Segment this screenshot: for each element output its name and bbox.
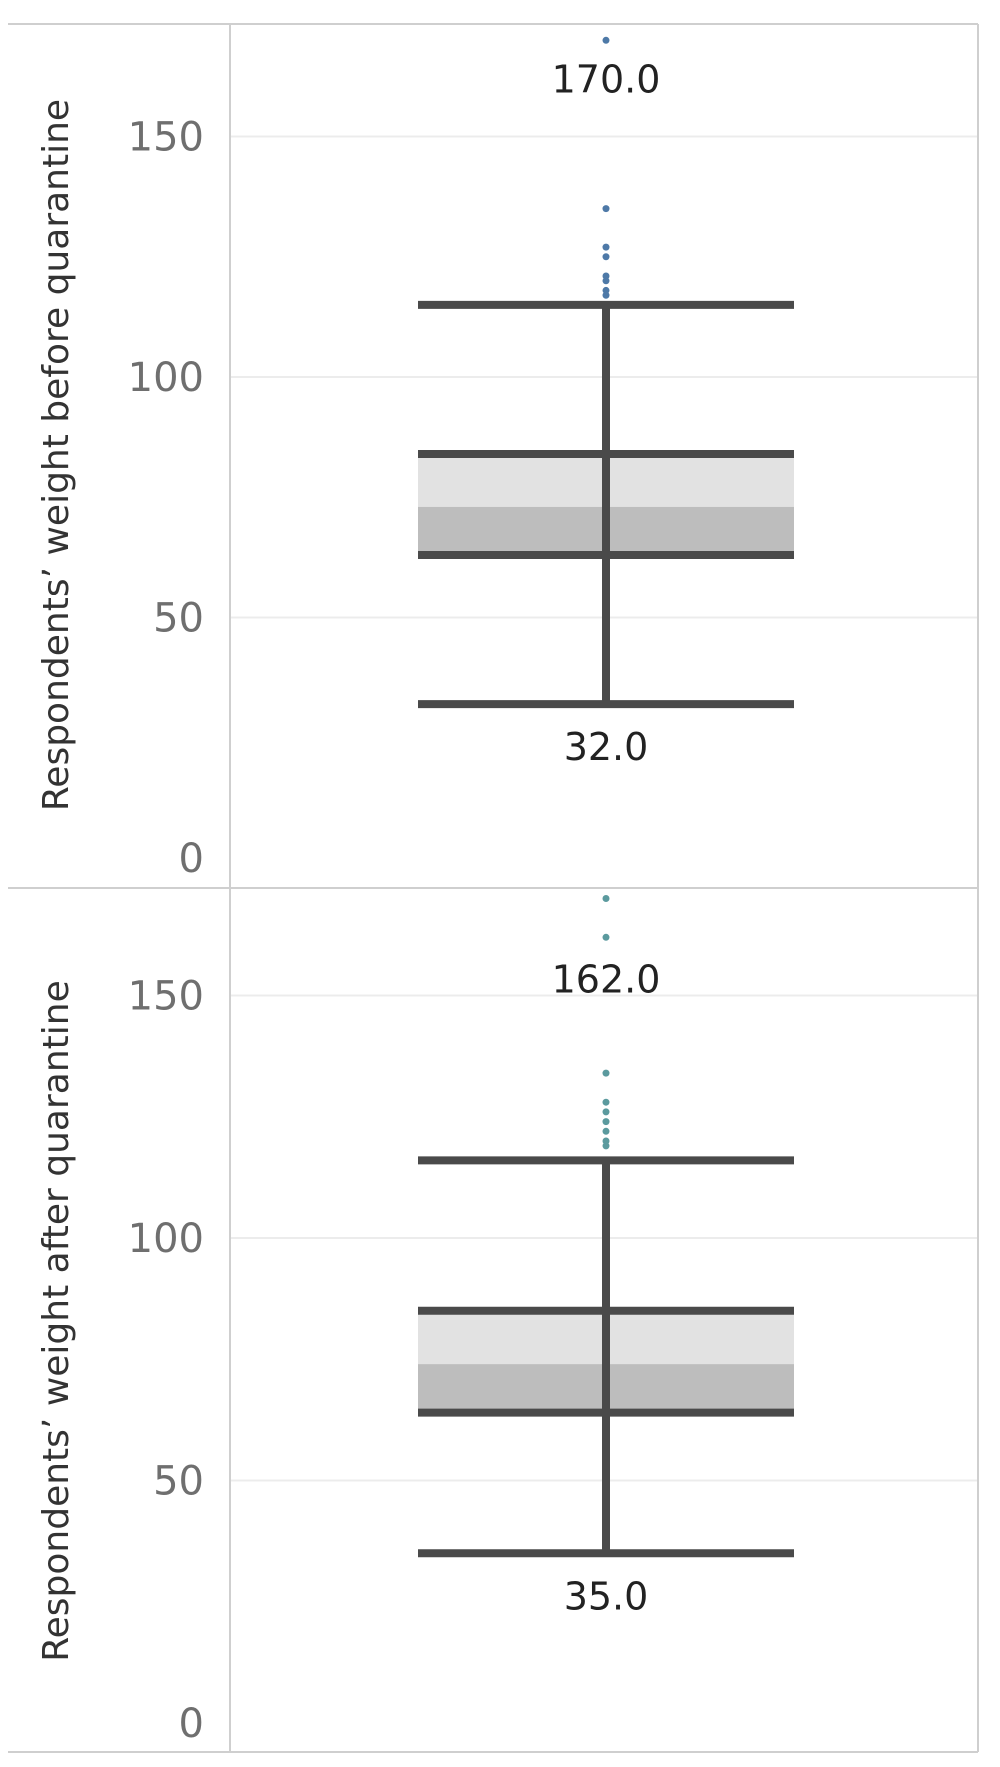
outlier-point xyxy=(602,1142,610,1150)
outlier-point xyxy=(602,1137,610,1145)
panel-frame xyxy=(8,23,979,1753)
outlier-point xyxy=(602,286,610,294)
panel-before-quarantine: 0 50 100 150 Respondents’ weight before qua… xyxy=(36,36,978,883)
max-value-label: 170.0 xyxy=(552,57,661,101)
min-value-label: 32.0 xyxy=(564,725,649,769)
outlier-point xyxy=(602,933,610,941)
y-axis-title: Respondents’ weight after quarantine xyxy=(36,980,77,1662)
y-tick-label: 150 xyxy=(128,974,204,1020)
outlier-point xyxy=(602,1069,610,1077)
box-plot xyxy=(418,300,794,709)
y-tick-label: 0 xyxy=(179,836,204,882)
outlier-point xyxy=(602,253,610,261)
y-tick-label: 150 xyxy=(128,115,204,161)
y-tick-labels: 0 50 100 150 xyxy=(128,115,204,883)
panel-after-quarantine: 0 50 100 150 Respondents’ weight after quar… xyxy=(36,895,978,1747)
min-value-label: 35.0 xyxy=(564,1574,649,1618)
outlier-point xyxy=(602,1127,610,1135)
y-tick-label: 100 xyxy=(128,1216,204,1262)
y-axis-title: Respondents’ weight before quarantine xyxy=(36,99,77,811)
box-plot xyxy=(418,1156,794,1558)
y-tick-label: 100 xyxy=(128,355,204,401)
outlier-point xyxy=(602,1118,610,1126)
outlier-point xyxy=(602,895,610,902)
outlier-point xyxy=(602,36,610,44)
outlier-point xyxy=(602,272,610,280)
outlier-point xyxy=(602,277,610,285)
y-tick-label: 50 xyxy=(153,596,204,642)
outlier-point xyxy=(602,205,610,213)
outlier-point xyxy=(602,1108,610,1116)
y-tick-labels: 0 50 100 150 xyxy=(128,974,204,1748)
y-tick-label: 50 xyxy=(153,1459,204,1505)
outlier-points xyxy=(602,36,610,299)
outlier-point xyxy=(602,1098,610,1106)
max-value-label: 162.0 xyxy=(552,957,661,1001)
outlier-point xyxy=(602,243,610,251)
outlier-point xyxy=(602,291,610,299)
outlier-points xyxy=(602,895,610,1150)
y-tick-label: 0 xyxy=(179,1701,204,1747)
